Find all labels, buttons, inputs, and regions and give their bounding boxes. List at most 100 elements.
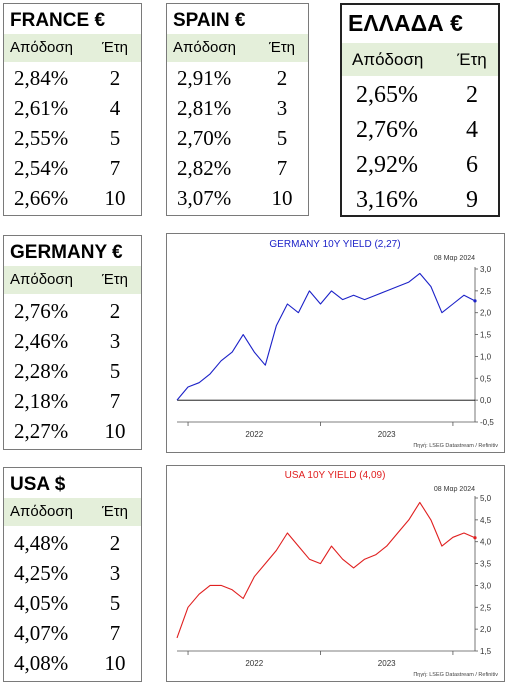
header-years: Έτη — [457, 50, 487, 69]
years-value: 3 — [109, 329, 121, 353]
yield-value: 4,48% — [14, 531, 69, 555]
y-tick-label: 2,0 — [480, 625, 492, 634]
yield-value: 2,81% — [177, 96, 232, 120]
table-row: 2,84% 2 — [4, 63, 141, 93]
table-row: 3,07% 10 — [167, 183, 308, 213]
yield-value: 4,25% — [14, 561, 69, 585]
y-tick-label: 2,0 — [480, 309, 492, 318]
yield-value: 3,16% — [356, 187, 418, 213]
table-row: 4,07% 7 — [4, 618, 141, 648]
header-yield: Απόδοση — [10, 39, 73, 56]
y-tick-label: 1,5 — [480, 331, 492, 340]
table-row: 4,08% 10 — [4, 648, 141, 678]
years-value: 5 — [276, 126, 288, 150]
table-row: 2,55% 5 — [4, 123, 141, 153]
table-header: Απόδοση Έτη — [4, 34, 141, 62]
chart-source: Πηγή: LSEG Datastream / Refinitiv — [413, 442, 498, 449]
years-value: 5 — [109, 126, 121, 150]
yield-value: 4,08% — [14, 651, 69, 675]
table-title: GERMANY € — [10, 242, 123, 263]
x-tick-label: 2023 — [378, 659, 396, 668]
yield-value: 3,07% — [177, 186, 232, 210]
years-value: 7 — [276, 156, 288, 180]
y-tick-label: 5,0 — [480, 494, 492, 503]
yield-value: 2,55% — [14, 126, 69, 150]
years-value: 7 — [109, 389, 121, 413]
yield-value: 2,82% — [177, 156, 232, 180]
yield-value: 2,46% — [14, 329, 69, 353]
table-spain: SPAIN € Απόδοση Έτη 2,91% 2 2,81% 3 2,70% 5… — [166, 3, 309, 216]
header-years: Έτη — [101, 503, 129, 520]
table-row: 2,61% 4 — [4, 93, 141, 123]
yield-value: 2,84% — [14, 66, 69, 90]
usa-10y-chart-svg: USA 10Y YIELD (4,09) 08 Μαρ 2024 5,0 4,5 4,0… — [176, 470, 498, 678]
table-france: FRANCE € Απόδοση Έτη 2,84% 2 2,61% 4 2,55%… — [3, 3, 142, 216]
years-value: 2 — [276, 66, 288, 90]
x-tick-label: 2023 — [378, 430, 396, 439]
y-tick-label: 1,5 — [480, 647, 492, 656]
years-value: 7 — [109, 621, 121, 645]
table-row: 3,16% 9 — [342, 183, 498, 218]
chart-date-label: 08 Μαρ 2024 — [434, 486, 475, 493]
table-row: 2,91% 2 — [167, 63, 308, 93]
chart-source: Πηγή: LSEG Datastream / Refinitiv — [413, 671, 498, 678]
yield-value: 2,70% — [177, 126, 232, 150]
years-value: 2 — [109, 531, 121, 555]
years-value: 2 — [466, 82, 478, 108]
table-row: 2,70% 5 — [167, 123, 308, 153]
header-yield: Απόδοση — [10, 503, 73, 520]
header-yield: Απόδοση — [352, 50, 424, 69]
table-header: Απόδοση Έτη — [342, 43, 498, 76]
years-value: 2 — [109, 66, 121, 90]
table-title: USA $ — [10, 474, 66, 495]
yield-value: 2,27% — [14, 419, 69, 443]
chart-title: USA 10Y YIELD (4,09) — [285, 470, 386, 481]
table-row: 2,76% 4 — [342, 113, 498, 148]
yield-value: 2,18% — [14, 389, 69, 413]
years-value: 7 — [109, 156, 121, 180]
y-tick-label: 0,5 — [480, 374, 492, 383]
table-title: ΕΛΛΑΔΑ € — [348, 10, 463, 36]
table-header: Απόδοση Έτη — [4, 266, 141, 294]
y-tick-label: 2,5 — [480, 287, 492, 296]
years-value: 2 — [109, 299, 121, 323]
table-usa: USA $ Απόδοση Έτη 4,48% 2 4,25% 3 4,05% 5 4… — [3, 467, 142, 682]
y-tick-label: 3,5 — [480, 560, 492, 569]
table-header: Απόδοση Έτη — [4, 498, 141, 526]
series-line — [176, 501, 476, 639]
germany-10y-chart-svg: GERMANY 10Y YIELD (2,27) 08 Μαρ 2024 3,0 2,… — [176, 239, 498, 449]
y-tick-label: 3,0 — [480, 265, 492, 274]
table-title: SPAIN € — [173, 10, 246, 31]
years-value: 10 — [104, 419, 126, 443]
table-row: 4,48% 2 — [4, 528, 141, 558]
years-value: 4 — [109, 96, 121, 120]
table-rows: 2,76% 2 2,46% 3 2,28% 5 2,18% 7 2,27% 10 — [4, 294, 141, 446]
table-header: Απόδοση Έτη — [167, 34, 308, 62]
chart-title: GERMANY 10Y YIELD (2,27) — [269, 239, 400, 250]
table-row: 2,66% 10 — [4, 183, 141, 213]
table-row: 2,28% 5 — [4, 356, 141, 386]
yield-value: 2,65% — [356, 82, 418, 108]
table-greece: ΕΛΛΑΔΑ € Απόδοση Έτη 2,65% 2 2,76% 4 2,92%… — [340, 3, 500, 217]
years-value: 9 — [466, 187, 478, 213]
table-row: 2,46% 3 — [4, 326, 141, 356]
series-line — [176, 272, 476, 401]
table-rows: 2,65% 2 2,76% 4 2,92% 6 3,16% 9 — [342, 76, 498, 218]
table-row: 2,54% 7 — [4, 153, 141, 183]
table-row: 2,81% 3 — [167, 93, 308, 123]
years-value: 5 — [109, 359, 121, 383]
y-tick-label: 2,5 — [480, 603, 492, 612]
y-tick-label: 4,5 — [480, 516, 492, 525]
yield-value: 2,28% — [14, 359, 69, 383]
yield-value: 2,61% — [14, 96, 69, 120]
header-years: Έτη — [101, 271, 129, 288]
yield-value: 2,76% — [14, 299, 69, 323]
header-years: Έτη — [101, 39, 129, 56]
years-value: 6 — [466, 152, 478, 178]
yield-value: 2,76% — [356, 117, 418, 143]
last-value-point — [473, 536, 477, 540]
table-row: 2,76% 2 — [4, 296, 141, 326]
yield-value: 4,05% — [14, 591, 69, 615]
y-tick-label: 0,0 — [480, 396, 492, 405]
years-value: 3 — [276, 96, 288, 120]
